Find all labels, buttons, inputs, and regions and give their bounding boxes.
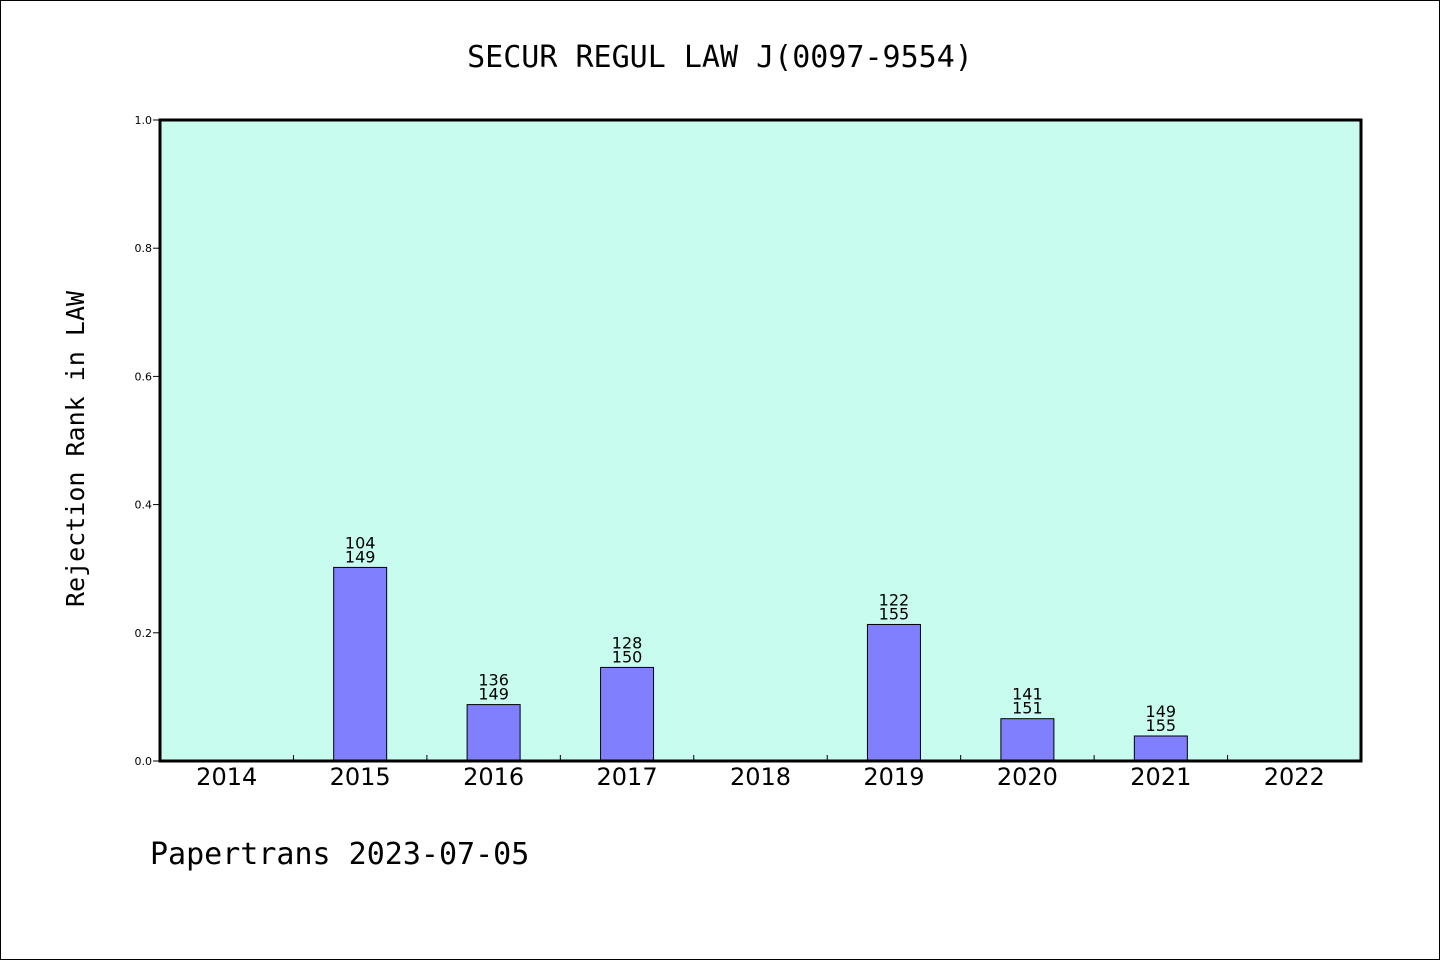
y-tick-label: 0.6	[135, 370, 153, 383]
bar-label-bottom: 149	[345, 547, 376, 566]
bar-label-top: 122	[879, 590, 910, 609]
y-tick-label: 0.8	[135, 242, 153, 255]
bar	[1133, 735, 1188, 762]
y-axis: 0.0 0.2 0.4 0.6 0.8 1.0	[135, 114, 160, 768]
y-tick-label: 1.0	[135, 114, 153, 127]
bar-label-top: 128	[612, 633, 643, 652]
bar-label-top: 149	[1146, 702, 1177, 721]
x-tick-label: 2015	[330, 763, 391, 791]
bar	[600, 666, 655, 762]
x-tick-label: 2022	[1264, 763, 1325, 791]
bar	[333, 566, 388, 762]
y-tick-label: 0.4	[135, 499, 153, 512]
x-tick-label: 2016	[463, 763, 524, 791]
plot-border	[158, 118, 1363, 763]
x-tick-label: 2014	[196, 763, 257, 791]
bars	[333, 566, 1188, 762]
bar	[1000, 718, 1055, 762]
bar-label-bottom: 155	[879, 604, 910, 623]
x-tick-label: 2019	[863, 763, 924, 791]
bar-label-top: 104	[345, 533, 376, 552]
y-tick-label: 0.2	[135, 627, 153, 640]
y-tick-label: 0.0	[135, 755, 153, 768]
x-tick-label: 2017	[597, 763, 658, 791]
bar-label-bottom: 151	[1012, 699, 1043, 718]
footer-text: Papertrans 2023-07-05	[150, 837, 529, 872]
chart-title: SECUR REGUL LAW J(0097-9554)	[467, 40, 973, 75]
bar-label-bottom: 150	[612, 647, 643, 666]
bar	[466, 704, 521, 762]
bar	[866, 623, 921, 762]
x-tick-label: 2020	[997, 763, 1058, 791]
bar-label-bottom: 155	[1146, 716, 1177, 735]
x-tick-label: 2021	[1130, 763, 1191, 791]
bar-label-top: 136	[478, 671, 509, 690]
bar-label-bottom: 149	[478, 685, 509, 704]
x-axis: 2014 2015 2016 2017 2018 2019 2020 2021 2022	[196, 755, 1325, 791]
y-axis-label: Rejection Rank in LAW	[61, 290, 90, 607]
x-tick-label: 2018	[730, 763, 791, 791]
bar-label-top: 141	[1012, 685, 1043, 704]
